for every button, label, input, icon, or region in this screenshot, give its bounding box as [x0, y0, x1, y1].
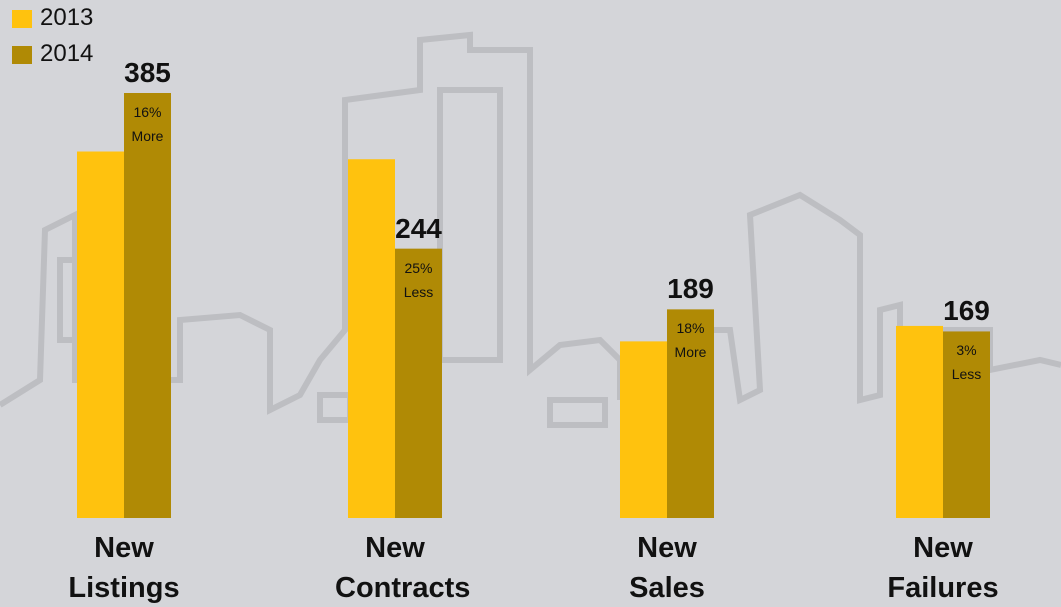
value-label: 385	[108, 57, 188, 89]
legend-swatch	[12, 10, 32, 28]
chart-canvas	[0, 0, 1061, 607]
bar	[124, 93, 171, 518]
bar-annotation: More	[671, 341, 711, 363]
value-label: 244	[379, 213, 459, 245]
bar-annotation: 18%	[671, 317, 711, 339]
chart: 2013201438516%MoreNew Listings24425%Less…	[0, 0, 1061, 607]
x-tick-label: New Listings	[64, 528, 184, 607]
bar-annotation: 3%	[947, 339, 987, 361]
bar-annotation: Less	[947, 363, 987, 385]
legend-swatch	[12, 46, 32, 64]
value-label: 189	[651, 273, 731, 305]
x-tick-label: New Sales	[607, 528, 727, 607]
x-tick-label: New Failures	[883, 528, 1003, 607]
value-label: 169	[927, 295, 1007, 327]
bar-annotation: 25%	[399, 257, 439, 279]
x-tick-label: New Contracts	[335, 528, 455, 607]
bar-annotation: More	[128, 125, 168, 147]
bar	[77, 152, 124, 518]
bar	[620, 341, 667, 518]
bar-annotation: 16%	[128, 101, 168, 123]
bar	[896, 326, 943, 518]
legend-label: 2014	[40, 40, 93, 68]
bar-annotation: Less	[399, 281, 439, 303]
legend-label: 2013	[40, 4, 93, 32]
